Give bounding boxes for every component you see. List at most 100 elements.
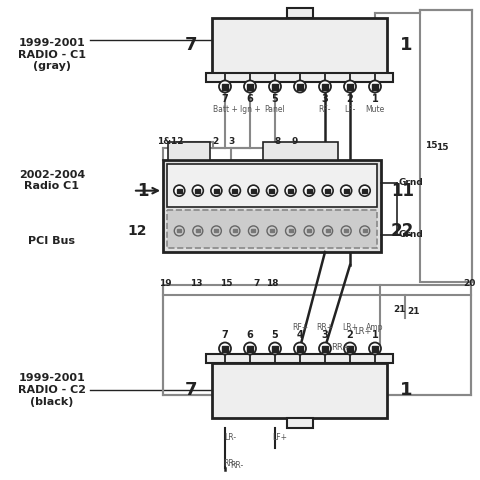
Text: 1: 1 bbox=[371, 95, 378, 105]
Bar bbox=[322, 346, 327, 351]
Bar bbox=[325, 229, 329, 232]
Circle shape bbox=[303, 226, 313, 236]
Text: Ign +: Ign + bbox=[239, 105, 260, 113]
Circle shape bbox=[322, 185, 333, 196]
Circle shape bbox=[340, 226, 350, 236]
Bar bbox=[263, 142, 337, 160]
Text: 1999-2001
RADIO - C1
(gray): 1999-2001 RADIO - C1 (gray) bbox=[18, 38, 86, 71]
Bar bbox=[361, 189, 366, 192]
Bar bbox=[269, 189, 274, 192]
Bar bbox=[232, 189, 237, 192]
Bar bbox=[347, 346, 352, 351]
Circle shape bbox=[266, 226, 276, 236]
Text: PCI Bus: PCI Bus bbox=[28, 236, 75, 246]
Circle shape bbox=[340, 185, 351, 196]
Bar bbox=[297, 346, 302, 351]
Circle shape bbox=[268, 343, 280, 355]
Circle shape bbox=[210, 185, 221, 196]
Circle shape bbox=[229, 226, 240, 236]
Text: 7: 7 bbox=[185, 36, 197, 54]
Text: Amp: Amp bbox=[365, 324, 383, 333]
Bar bbox=[251, 229, 255, 232]
Text: 1: 1 bbox=[399, 36, 411, 54]
Text: 6: 6 bbox=[246, 331, 253, 340]
Text: Panel: Panel bbox=[264, 105, 285, 113]
Circle shape bbox=[174, 226, 184, 236]
Circle shape bbox=[247, 185, 258, 196]
Bar bbox=[163, 285, 470, 395]
Bar bbox=[222, 84, 227, 89]
Text: 8: 8 bbox=[274, 137, 280, 146]
Bar bbox=[306, 189, 311, 192]
Bar bbox=[212, 362, 387, 418]
Bar bbox=[247, 84, 252, 89]
Text: 1999-2001
RADIO - C2
(black): 1999-2001 RADIO - C2 (black) bbox=[18, 373, 86, 407]
Bar bbox=[167, 210, 376, 248]
Circle shape bbox=[318, 343, 330, 355]
Text: LF+: LF+ bbox=[272, 432, 287, 442]
Bar bbox=[214, 229, 218, 232]
Bar bbox=[167, 164, 376, 207]
Circle shape bbox=[285, 226, 295, 236]
Bar bbox=[288, 229, 292, 232]
Text: 1: 1 bbox=[137, 181, 149, 200]
Bar bbox=[247, 346, 252, 351]
Text: 7: 7 bbox=[221, 331, 228, 340]
Text: 3: 3 bbox=[228, 137, 235, 146]
Text: 2: 2 bbox=[211, 137, 217, 146]
Bar bbox=[362, 229, 366, 232]
Bar bbox=[287, 8, 312, 17]
Bar bbox=[322, 84, 327, 89]
Text: 12: 12 bbox=[127, 224, 147, 238]
Text: LR-: LR- bbox=[224, 432, 236, 442]
Bar bbox=[269, 229, 274, 232]
Bar bbox=[206, 353, 393, 362]
Circle shape bbox=[192, 226, 203, 236]
Text: 19: 19 bbox=[158, 279, 171, 288]
Circle shape bbox=[218, 343, 230, 355]
Circle shape bbox=[343, 343, 355, 355]
Bar bbox=[287, 418, 312, 428]
Bar bbox=[212, 17, 387, 72]
Bar bbox=[419, 10, 471, 282]
Text: 3: 3 bbox=[321, 95, 328, 105]
Bar bbox=[306, 229, 311, 232]
Circle shape bbox=[303, 185, 314, 196]
Text: LR+: LR+ bbox=[341, 324, 357, 333]
Bar bbox=[272, 346, 277, 351]
Text: RF+: RF+ bbox=[291, 324, 307, 333]
Text: 9: 9 bbox=[291, 137, 298, 146]
Text: 22: 22 bbox=[390, 222, 413, 240]
Text: Batt +: Batt + bbox=[212, 105, 237, 113]
Text: 15: 15 bbox=[219, 279, 232, 288]
Text: RR-: RR- bbox=[229, 460, 243, 469]
Circle shape bbox=[173, 185, 184, 196]
Text: 15: 15 bbox=[424, 141, 437, 149]
Text: Grnd: Grnd bbox=[398, 230, 423, 240]
Bar bbox=[177, 189, 181, 192]
Bar bbox=[288, 189, 292, 192]
Circle shape bbox=[248, 226, 258, 236]
Circle shape bbox=[368, 343, 380, 355]
Bar bbox=[344, 229, 348, 232]
Bar bbox=[343, 189, 348, 192]
Circle shape bbox=[359, 185, 370, 196]
Text: 7: 7 bbox=[221, 95, 228, 105]
Bar bbox=[272, 84, 277, 89]
Text: 5: 5 bbox=[271, 95, 278, 105]
Text: 1: 1 bbox=[371, 331, 378, 340]
Circle shape bbox=[218, 81, 230, 93]
Text: 7: 7 bbox=[253, 279, 260, 288]
Bar bbox=[347, 84, 352, 89]
Text: RR-: RR- bbox=[223, 459, 236, 468]
Text: LR+: LR+ bbox=[354, 327, 371, 336]
Circle shape bbox=[318, 81, 330, 93]
Bar bbox=[222, 346, 227, 351]
Bar bbox=[297, 84, 302, 89]
Text: 1&12: 1&12 bbox=[156, 137, 183, 146]
Circle shape bbox=[359, 226, 369, 236]
Circle shape bbox=[211, 226, 221, 236]
Text: 3: 3 bbox=[321, 331, 328, 340]
Bar bbox=[372, 84, 377, 89]
Circle shape bbox=[243, 343, 255, 355]
